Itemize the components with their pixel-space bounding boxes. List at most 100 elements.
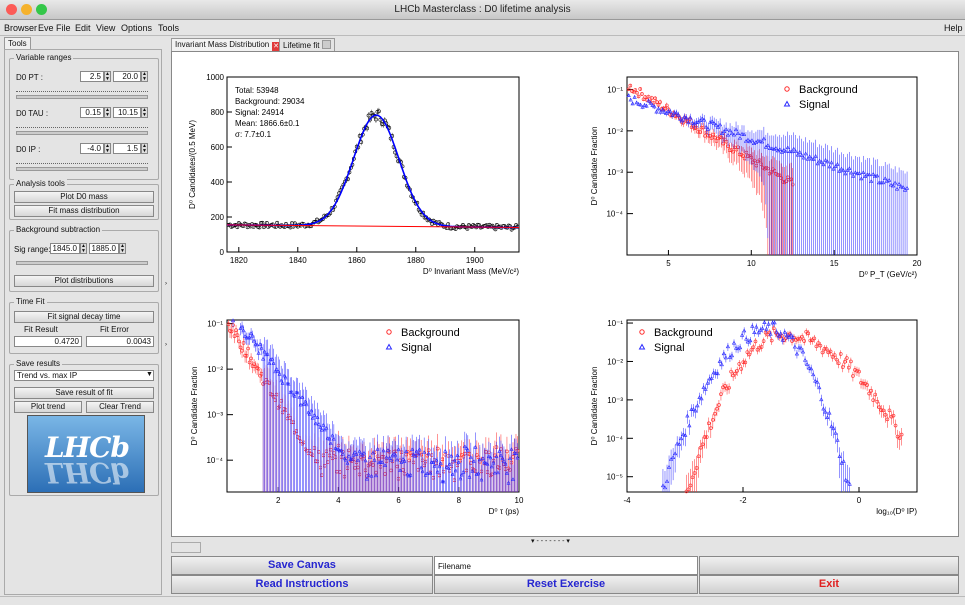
point-background — [638, 87, 643, 91]
exit-button[interactable]: Exit — [699, 575, 959, 594]
point-background — [875, 399, 880, 404]
sig-min-input[interactable]: 1845.0 — [50, 243, 80, 254]
point-signal — [845, 479, 850, 484]
point-signal — [366, 472, 371, 477]
canvas-tabs: Invariant Mass Distribution ✕ Lifetime f… — [171, 37, 961, 51]
pt-min-spinner[interactable]: ▲ ▼ — [104, 71, 111, 82]
root-canvas[interactable]: 1820 1840 1860 1880 1900 0 200 400 600 800 1000 D⁰ … — [171, 51, 959, 537]
y-tick-label: 10⁻⁴ — [206, 456, 223, 465]
point-background — [855, 368, 859, 373]
menu-eve[interactable]: Eve — [38, 23, 54, 33]
point-background — [709, 426, 713, 431]
clear-trend-button[interactable]: Clear Trend — [86, 401, 154, 413]
point-signal — [861, 170, 866, 175]
point-signal — [503, 461, 508, 466]
point-signal — [301, 402, 306, 406]
menu-browser[interactable]: Browser — [4, 23, 38, 33]
ip-min-input[interactable]: -4.0 — [80, 143, 104, 154]
menu-edit[interactable]: Edit — [75, 23, 91, 33]
point-signal — [845, 168, 850, 172]
data-point — [374, 117, 378, 122]
reset-exercise-button[interactable]: Reset Exercise — [434, 575, 698, 594]
filename-input[interactable]: Filename — [434, 556, 698, 575]
sig-max-spinner[interactable]: ▲ ▼ — [119, 243, 126, 254]
splitter-handle-icon[interactable]: ▾ - - - - - - - ▾ — [531, 538, 570, 545]
tab-invariant-mass[interactable]: Invariant Mass Distribution ✕ — [171, 38, 285, 51]
point-signal — [261, 356, 266, 361]
tau-max-input[interactable]: 10.15 — [113, 107, 141, 118]
zoom-window-button[interactable] — [36, 4, 47, 15]
point-signal — [827, 410, 832, 415]
y-tick-label: 10⁻³ — [607, 396, 623, 405]
point-signal — [327, 436, 332, 441]
plot-trend-button[interactable]: Plot trend — [14, 401, 82, 413]
point-signal — [509, 447, 514, 452]
ip-max-input[interactable]: 1.5 — [113, 143, 141, 154]
point-background — [771, 326, 776, 331]
y-axis-label: D⁰ Candidate Fraction — [190, 367, 199, 446]
ip-range-slider[interactable] — [16, 167, 148, 171]
point-signal — [431, 460, 436, 465]
point-signal — [510, 477, 516, 481]
fit-signal-decay-time-button[interactable]: Fit signal decay time — [14, 311, 154, 323]
save-canvas-button[interactable]: Save Canvas — [171, 556, 433, 575]
save-result-of-fit-button[interactable]: Save result of fit — [14, 387, 154, 399]
pt-max-spinner[interactable]: ▲ ▼ — [141, 71, 148, 82]
sig-range-slider[interactable] — [16, 261, 148, 265]
sig-min-spinner[interactable]: ▲ ▼ — [80, 243, 87, 254]
point-signal — [863, 174, 868, 178]
menu-view[interactable]: View — [96, 23, 116, 33]
point-signal — [270, 356, 275, 361]
chevron-down-icon[interactable]: ▼ — [146, 371, 153, 378]
tau-max-spinner[interactable]: ▲ ▼ — [141, 107, 148, 118]
tau-min-spinner[interactable]: ▲ ▼ — [104, 107, 111, 118]
tab-lifetime-fit[interactable]: Lifetime fit — [279, 38, 335, 51]
menu-file[interactable]: File — [56, 23, 71, 33]
y-tick-label: 600 — [211, 143, 225, 152]
point-signal — [468, 455, 473, 460]
plot-distributions-button[interactable]: Plot distributions — [14, 275, 154, 287]
pt-min-input[interactable]: 2.5 — [80, 71, 104, 82]
close-tab-icon[interactable]: ✕ — [271, 42, 281, 51]
menu-tools[interactable]: Tools — [158, 23, 180, 33]
point-background — [690, 475, 695, 480]
y-tick-label: 200 — [211, 213, 225, 222]
point-signal — [712, 121, 717, 125]
pt-max-input[interactable]: 20.0 — [113, 71, 141, 82]
tab-tools[interactable]: Tools — [4, 37, 31, 49]
point-background — [702, 435, 707, 439]
plot-d0-mass-button[interactable]: Plot D0 mass — [14, 191, 154, 203]
trend-select[interactable]: Trend vs. max IP — [14, 370, 154, 381]
save-results-title: Save results — [14, 359, 63, 368]
ip-max-spinner[interactable]: ▲ ▼ — [141, 143, 148, 154]
point-background — [698, 445, 703, 450]
read-instructions-button[interactable]: Read Instructions — [171, 575, 433, 594]
fit-mass-distribution-button[interactable]: Fit mass distribution — [14, 205, 154, 217]
data-point — [315, 217, 319, 222]
vertical-splitter[interactable]: › › — [165, 281, 167, 348]
close-window-button[interactable] — [6, 4, 17, 15]
point-signal — [312, 412, 317, 417]
point-signal — [307, 411, 312, 416]
point-signal — [678, 116, 683, 121]
point-signal — [414, 449, 419, 454]
tau-min-input[interactable]: 0.15 — [80, 107, 104, 118]
close-tab-icon-inactive[interactable] — [321, 40, 331, 49]
tau-range-slider[interactable] — [16, 131, 148, 135]
point-background — [704, 435, 709, 439]
pt-range-slider[interactable] — [16, 95, 148, 99]
menu-options[interactable]: Options — [121, 23, 153, 33]
point-signal — [769, 146, 774, 151]
point-signal — [807, 154, 812, 159]
point-signal — [438, 460, 443, 465]
menu-help[interactable]: Help — [944, 23, 963, 33]
point-signal — [739, 131, 745, 136]
footer-bar — [0, 596, 965, 605]
point-background — [658, 100, 662, 104]
ip-min-spinner[interactable]: ▲ ▼ — [104, 143, 111, 154]
point-background — [853, 368, 857, 372]
sig-max-input[interactable]: 1885.0 — [89, 243, 119, 254]
point-signal — [837, 168, 842, 173]
minimize-window-button[interactable] — [21, 4, 32, 15]
